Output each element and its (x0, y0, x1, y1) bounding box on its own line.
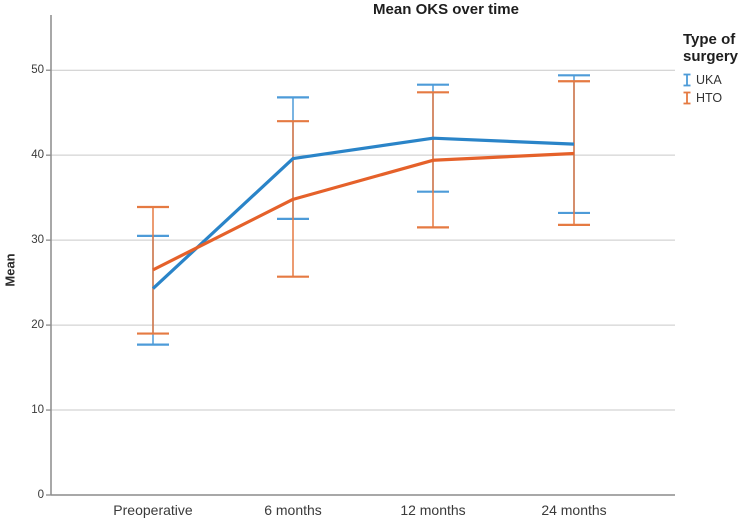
x-tick-label-0: Preoperative (113, 502, 193, 518)
x-tick-label-2: 12 months (400, 502, 466, 518)
y-tick-label-40: 40 (31, 149, 44, 162)
y-tick-label-10: 10 (31, 404, 44, 417)
series-line-HTO (152, 151, 575, 272)
x-tick-label-3: 24 months (541, 502, 607, 518)
legend-label-uka: UKA (696, 73, 722, 87)
legend-items: UKA HTO (683, 72, 747, 106)
legend-label-hto: HTO (696, 91, 723, 105)
legend-item-hto: HTO (683, 90, 747, 106)
x-tick-label-1: 6 months (264, 502, 322, 518)
legend: Type of surgery UKA (683, 31, 747, 108)
errorbar-icon-uka (683, 73, 691, 87)
legend-title: Type of surgery (683, 31, 739, 65)
y-tick-label-20: 20 (31, 319, 44, 332)
errorbar-icon-hto (683, 91, 691, 105)
series-line-UKA (151, 136, 575, 290)
y-tick-label-0: 0 (37, 489, 44, 501)
chart-title: Mean OKS over time (373, 1, 519, 18)
legend-item-uka: UKA (683, 72, 747, 88)
y-tick-label-50: 50 (31, 64, 44, 77)
y-tick-label-30: 30 (31, 234, 44, 247)
